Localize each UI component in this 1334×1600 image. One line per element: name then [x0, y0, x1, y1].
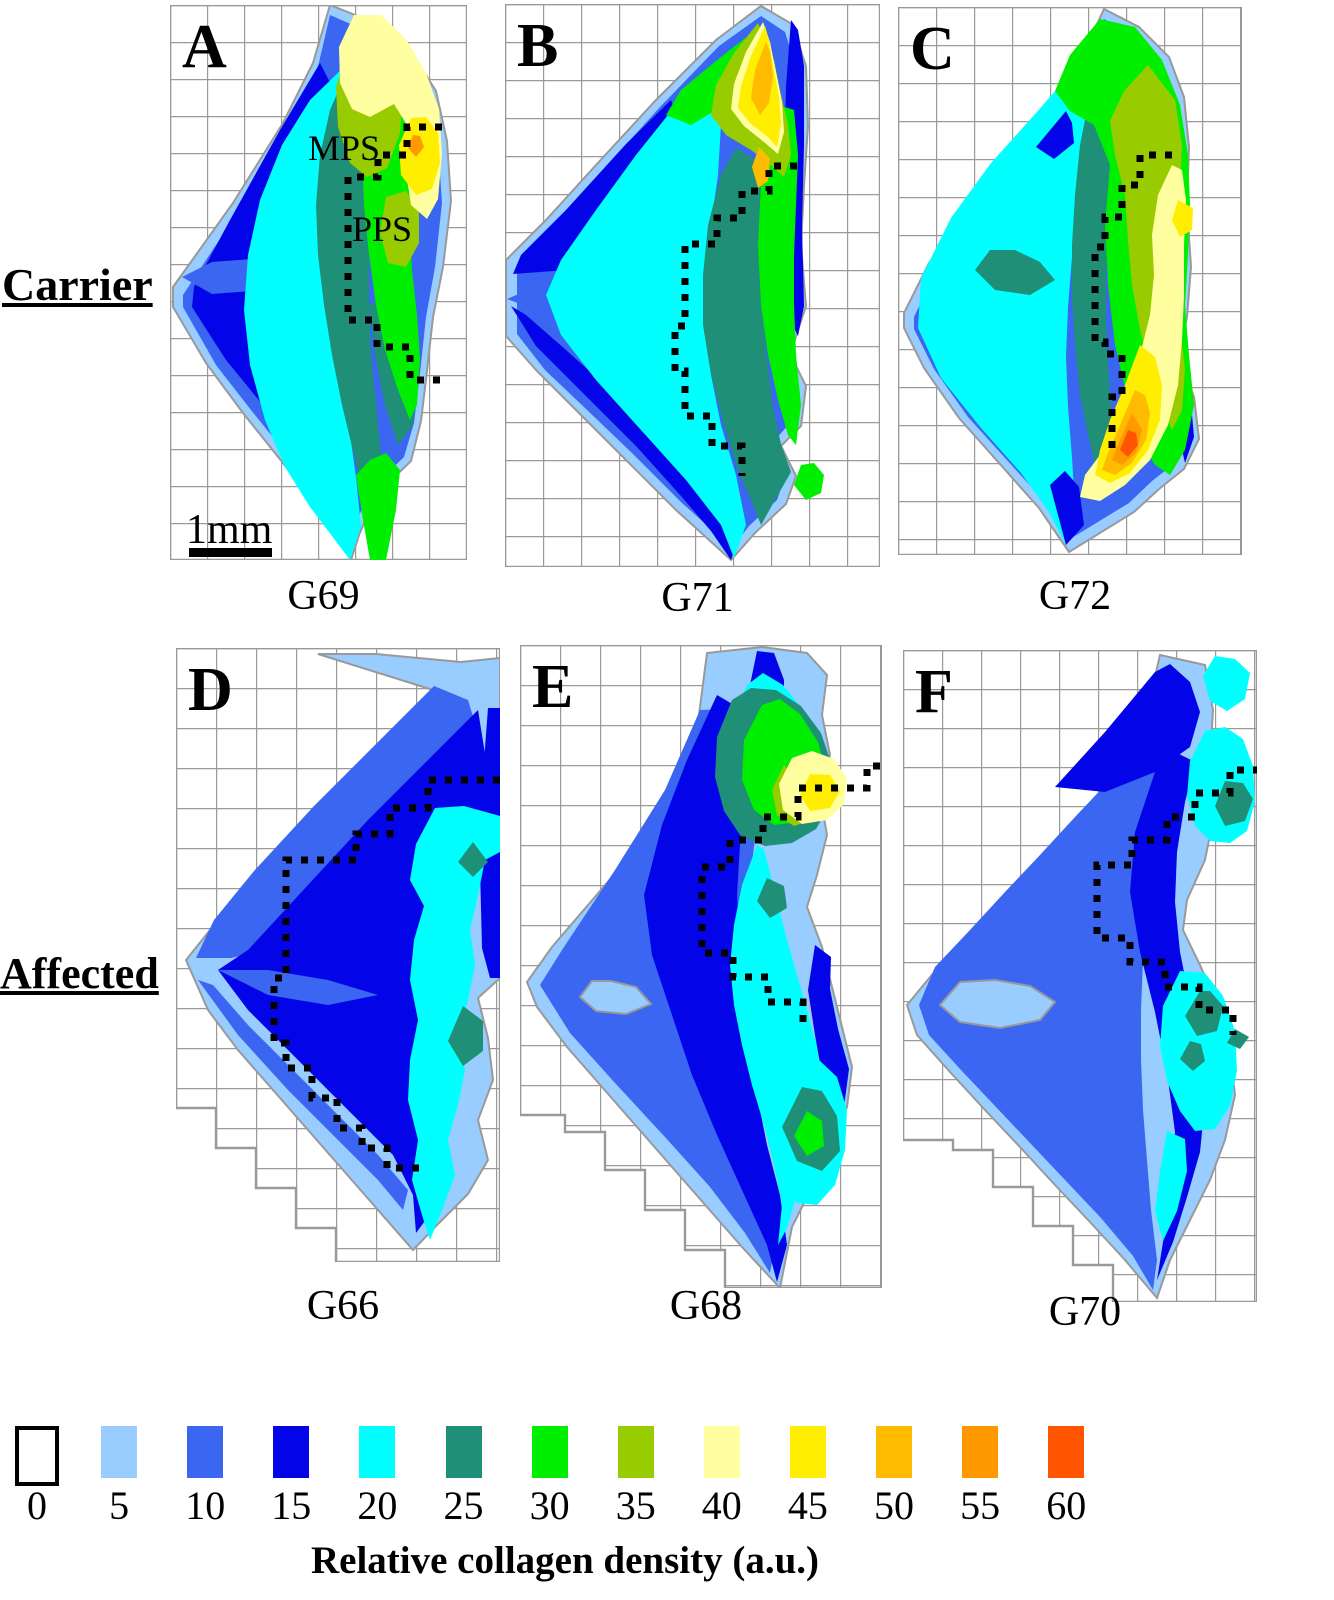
legend-swatch-20 — [359, 1426, 396, 1478]
contour-level-5 — [578, 980, 653, 1016]
contour-level-30 — [794, 463, 824, 500]
legend-swatch-30 — [531, 1426, 568, 1478]
legend-swatch-5 — [101, 1426, 138, 1478]
scale-bar-label: 1mm — [186, 507, 273, 553]
scale-bar — [189, 548, 272, 557]
contour-level-25 — [1185, 991, 1223, 1036]
contour-level-25 — [1215, 781, 1253, 826]
legend-value-35: 35 — [615, 1483, 656, 1528]
legend-swatch-55 — [962, 1426, 999, 1478]
legend-swatch-45 — [789, 1426, 826, 1478]
panel-letter-B: B — [517, 12, 558, 80]
row-label-carrier: Carrier — [2, 259, 153, 310]
contour-level-45 — [399, 117, 440, 195]
contour-level-50 — [752, 147, 770, 188]
contour-level-15 — [1050, 471, 1084, 545]
contour-level-10 — [218, 970, 378, 1005]
legend-swatch-50 — [876, 1426, 912, 1478]
mps-pps-boundary-dotted-line — [698, 762, 880, 1025]
specimen-label-g72: G72 — [1038, 573, 1112, 619]
contour-level-50 — [751, 42, 773, 115]
contour-level-25 — [448, 1006, 483, 1066]
contour-level-15 — [1036, 111, 1074, 159]
contour-level-15 — [511, 306, 736, 560]
legend-value-50: 50 — [874, 1483, 914, 1528]
contour-level-30 — [356, 453, 400, 560]
specimen-label-g69: G69 — [287, 573, 360, 619]
contour-level-45 — [1172, 200, 1193, 237]
legend-swatch-25 — [445, 1426, 482, 1478]
specimen-label-g68: G68 — [669, 1283, 743, 1329]
contour-level-55 — [408, 135, 424, 157]
legend-value-45: 45 — [787, 1483, 828, 1528]
panel-C-contour-map: C — [898, 7, 1242, 555]
legend-value-25: 25 — [443, 1483, 484, 1528]
panel-letter-F: F — [915, 658, 953, 726]
contour-level-60 — [1120, 430, 1138, 457]
panel-letter-C: C — [910, 15, 955, 83]
legend-swatch-15 — [273, 1426, 310, 1478]
contour-level-20 — [918, 67, 1090, 545]
specimen-label-g66: G66 — [306, 1283, 380, 1329]
contour-level-25 — [458, 842, 488, 877]
region-label-mps: MPS — [308, 128, 380, 168]
contour-level-45 — [800, 774, 840, 811]
specimen-label-g70: G70 — [1048, 1289, 1122, 1335]
legend-value-55: 55 — [960, 1483, 1001, 1528]
mps-pps-boundary-dotted-line — [1093, 766, 1257, 1035]
legend-swatch-10 — [187, 1426, 224, 1478]
contour-level-15 — [644, 695, 787, 1282]
legend-caption: Relative collagen density (a.u.) — [310, 1539, 820, 1582]
contour-level-20 — [1203, 656, 1250, 711]
contour-level-15 — [1055, 664, 1200, 792]
legend-value-30: 30 — [529, 1483, 570, 1528]
contour-level-10 — [198, 980, 408, 1210]
legend-value-10: 10 — [185, 1483, 226, 1528]
contour-level-25 — [703, 148, 791, 525]
legend-swatch-60 — [1048, 1426, 1085, 1478]
contour-level-25 — [1072, 85, 1118, 485]
panel-D-contour-map: D — [176, 648, 500, 1262]
contour-level-20 — [546, 95, 746, 558]
contour-level-35 — [380, 191, 419, 267]
contour-level-10 — [196, 686, 482, 958]
mps-pps-boundary-dotted-line — [1091, 151, 1172, 449]
contour-level-5 — [938, 978, 1057, 1030]
legend-value-20: 20 — [357, 1483, 398, 1528]
contour-level-25 — [757, 878, 787, 918]
row-label-affected: Affected — [0, 949, 159, 998]
panel-letter-E: E — [532, 653, 573, 721]
mps-pps-boundary-dotted-line — [671, 162, 797, 476]
contour-level-30 — [794, 1111, 824, 1156]
legend-value-5: 5 — [109, 1483, 130, 1528]
region-label-pps: PPS — [352, 209, 412, 249]
contour-level-25 — [1180, 1041, 1205, 1071]
mps-pps-boundary-dotted-line — [270, 776, 500, 1172]
legend-swatch-40 — [703, 1426, 740, 1478]
contour-level-25 — [975, 250, 1055, 295]
legend-swatch-35 — [617, 1426, 654, 1478]
panel-A-contour-map: A MPS PPS 1mm — [170, 5, 467, 560]
legend-value-15: 15 — [271, 1483, 312, 1528]
specimen-label-g71: G71 — [661, 575, 734, 621]
legend-value-60: 60 — [1046, 1483, 1087, 1528]
panel-F-contour-map: F — [903, 650, 1257, 1302]
contour-level-30 — [666, 30, 756, 125]
panel-E-contour-map: E — [520, 645, 882, 1288]
legend-swatch-0 — [15, 1426, 59, 1486]
legend-value-0: 0 — [27, 1483, 47, 1528]
panel-B-contour-map: B — [505, 4, 880, 567]
contour-level-20 — [1155, 1131, 1187, 1241]
legend-value-40: 40 — [701, 1483, 742, 1528]
contour-level-20 — [408, 806, 500, 1240]
panel-letter-A: A — [182, 13, 227, 81]
panel-letter-D: D — [188, 656, 233, 724]
